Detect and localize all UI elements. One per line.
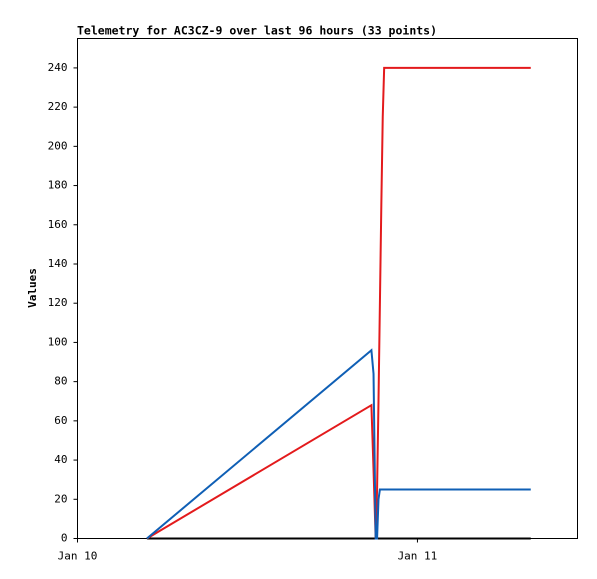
y-tick-label: 220	[48, 100, 68, 113]
y-tick-label: 160	[48, 218, 68, 231]
y-tick-label: 240	[48, 61, 68, 74]
y-tick-label: 140	[48, 257, 68, 270]
x-tick-label: Jan 11	[398, 550, 438, 563]
y-tick-label: 180	[48, 179, 68, 192]
plot-frame	[77, 38, 578, 539]
y-tick-label: 20	[54, 492, 67, 505]
y-tick-label: 120	[48, 296, 68, 309]
y-tick-label: 200	[48, 139, 68, 152]
y-tick-label: 60	[54, 414, 67, 427]
y-tick-label: 100	[48, 335, 68, 348]
series-line	[146, 66, 531, 540]
chart-title: Telemetry for AC3CZ-9 over last 96 hours…	[77, 24, 437, 38]
y-tick-label: 0	[61, 532, 68, 545]
x-tick-label: Jan 10	[58, 550, 98, 563]
y-axis-label: Values	[26, 268, 39, 308]
y-tick-label: 40	[54, 453, 67, 466]
y-tick-label: 80	[54, 375, 67, 388]
series-line	[146, 348, 531, 540]
